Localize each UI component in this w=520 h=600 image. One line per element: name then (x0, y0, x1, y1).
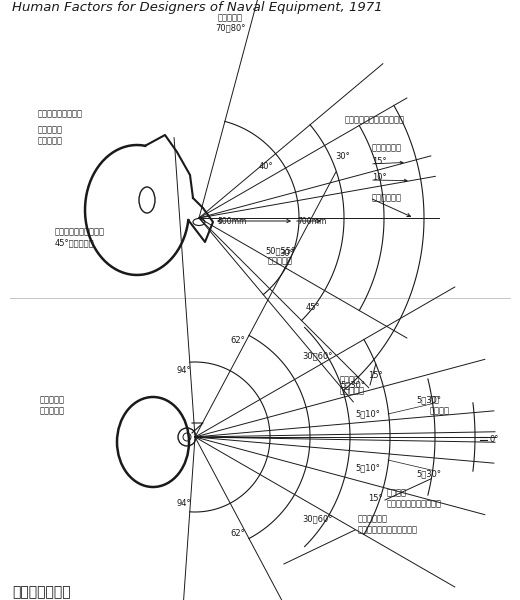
Text: 視野と弁別能力: 視野と弁別能力 (12, 585, 71, 599)
Text: 範囲: 範囲 (430, 395, 440, 404)
Text: 立位時視方向: 立位時視方向 (372, 193, 402, 202)
Text: 視覚表示器の最適視認範囲: 視覚表示器の最適視認範囲 (345, 115, 405, 124)
Text: 5～10°: 5～10° (355, 463, 380, 473)
Text: 中心視の: 中心視の (430, 406, 450, 415)
Text: 視野の上限: 視野の上限 (267, 256, 292, 265)
Text: 62°: 62° (230, 529, 245, 538)
Text: 45°: 45° (306, 303, 320, 312)
Text: 70～80°: 70～80° (215, 23, 245, 32)
Text: 直射光は気にならない: 直射光は気にならない (55, 227, 105, 236)
Text: 94°: 94° (176, 499, 191, 508)
Text: 数文字の語（ワード）の: 数文字の語（ワード）の (387, 499, 442, 508)
Text: 500mm: 500mm (217, 217, 246, 226)
Text: 5～30°: 5～30° (416, 396, 441, 405)
Text: 色、輝度が変化する場合の: 色、輝度が変化する場合の (358, 525, 418, 534)
Text: Human Factors for Designers of Naval Equipment, 1971: Human Factors for Designers of Naval Equ… (12, 1, 383, 14)
Text: 運動の範囲: 運動の範囲 (38, 125, 63, 134)
Text: 50～55°: 50～55° (265, 246, 295, 255)
Text: 40°: 40° (259, 162, 274, 171)
Text: 視野の下限: 視野の下限 (217, 13, 242, 22)
Text: 45°以上からの: 45°以上からの (55, 238, 95, 247)
Text: 15°: 15° (368, 371, 383, 380)
Text: 運動の範囲: 運動の範囲 (40, 395, 65, 404)
Text: 30～60°: 30～60° (303, 514, 333, 523)
Text: 15°: 15° (368, 494, 383, 503)
Text: 認識限界: 認識限界 (340, 375, 360, 384)
Text: シンボルの: シンボルの (340, 386, 365, 395)
Text: 意識限界: 意識限界 (387, 488, 407, 497)
Text: 15°: 15° (372, 157, 387, 166)
Text: 0°: 0° (490, 436, 499, 445)
Text: 5～30°: 5～30° (340, 380, 365, 389)
Text: 適当な眼球: 適当な眼球 (40, 406, 65, 415)
Text: 色の弁別限界: 色の弁別限界 (358, 514, 388, 523)
Text: 700mm: 700mm (297, 217, 327, 226)
Text: 10°: 10° (372, 173, 387, 182)
Text: 94°: 94° (176, 366, 191, 375)
Text: 30°: 30° (335, 152, 350, 161)
Text: 30°: 30° (280, 249, 294, 258)
Text: 坐位時視方向: 坐位時視方向 (372, 143, 402, 152)
Text: 適当な眼球: 適当な眼球 (38, 136, 63, 145)
Text: 62°: 62° (230, 336, 245, 345)
Text: 30～60°: 30～60° (303, 351, 333, 360)
Text: 色が弁別できる限界: 色が弁別できる限界 (38, 109, 83, 118)
Text: 5～10°: 5～10° (355, 409, 380, 419)
Text: 5～30°: 5～30° (416, 469, 441, 478)
